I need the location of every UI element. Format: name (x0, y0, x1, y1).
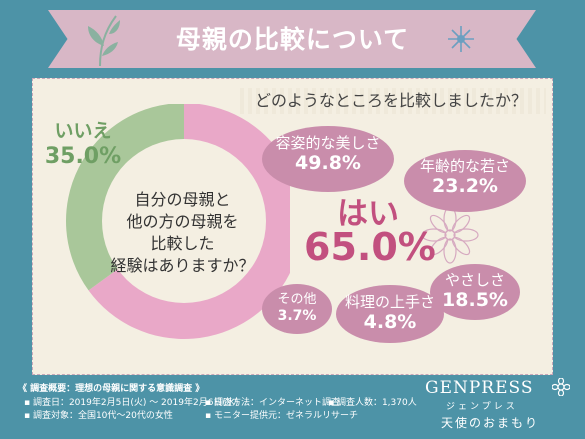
leaf-icon (88, 15, 120, 67)
survey-target: ▪ 調査対象：全国10代～20代の女性 (24, 411, 173, 421)
center-question-line: 経験はありますか？ (110, 256, 255, 275)
center-question-line: 他の方の母親を (126, 212, 239, 231)
brand-logo-text: GENPRESS (425, 378, 534, 398)
bubble-cooking-text: 料理の上手さ 4.8% (336, 293, 444, 333)
breakdown-value: 3.7% (277, 308, 317, 324)
breakdown-label: やさしさ (444, 271, 505, 289)
center-question-line: 比較した (150, 234, 215, 253)
donut-chart (66, 104, 290, 339)
breakdown-value: 4.8% (363, 311, 417, 333)
breakdown-value: 49.8% (295, 152, 361, 174)
center-question: 自分の母親と 他の方の母親を 比較した 経験はありますか？ (110, 189, 255, 277)
brand-kana: ジェンプレス (446, 402, 518, 412)
brand-tagline: 天使のおまもり (441, 416, 540, 430)
dahlia-flower-icon (421, 206, 479, 264)
brand-flower-icon (552, 378, 570, 396)
breakdown-value: 18.5% (442, 289, 508, 311)
survey-provider: ▪ モニター提供元：ゼネラルリサーチ (205, 411, 358, 421)
pie-value-iie: 35.0% (44, 144, 122, 169)
survey-heading: 《 調査概要：理想の母親に関する意識調査 》 (18, 384, 205, 394)
pie-value-hai: 65.0% (304, 225, 436, 269)
center-question-line: 自分の母親と (134, 190, 231, 209)
bubble-beauty (262, 126, 394, 192)
pie-label-hai: はい (337, 196, 399, 232)
breakdown-question: どのようなところを比較しましたか？ (236, 88, 546, 114)
bubble-beauty-text: 容姿的な美しさ 49.8% (262, 134, 394, 174)
bubble-youth-text: 年齢的な若さ 23.2% (404, 157, 526, 197)
bubble-kindness-text: やさしさ 18.5% (430, 271, 520, 311)
breakdown-label: その他 (277, 292, 317, 307)
survey-method: ▪ 調査方法：インターネット調査 (205, 398, 340, 408)
bubble-cooking (336, 285, 444, 343)
breakdown-value: 23.2% (432, 175, 498, 197)
pie-label-iie: いいえ (54, 120, 112, 142)
snowflake-flower-icon (448, 26, 474, 52)
breakdown-label: 容姿的な美しさ (275, 134, 381, 152)
bubble-other-text: その他 3.7% (262, 292, 332, 325)
donut-hole (102, 139, 266, 303)
bubble-youth (404, 150, 526, 212)
survey-date: ▪ 調査日：2019年2月5日(火) ～ 2019年2月6日(水) (24, 398, 239, 408)
survey-count: ▪ 調査人数：1,370人 (328, 398, 417, 408)
page-title: 母親の比較について (175, 25, 410, 54)
breakdown-label: 年齢的な若さ (419, 157, 510, 175)
bubble-kindness (430, 264, 520, 320)
breakdown-label: 料理の上手さ (344, 293, 435, 311)
bubble-other (262, 284, 332, 334)
